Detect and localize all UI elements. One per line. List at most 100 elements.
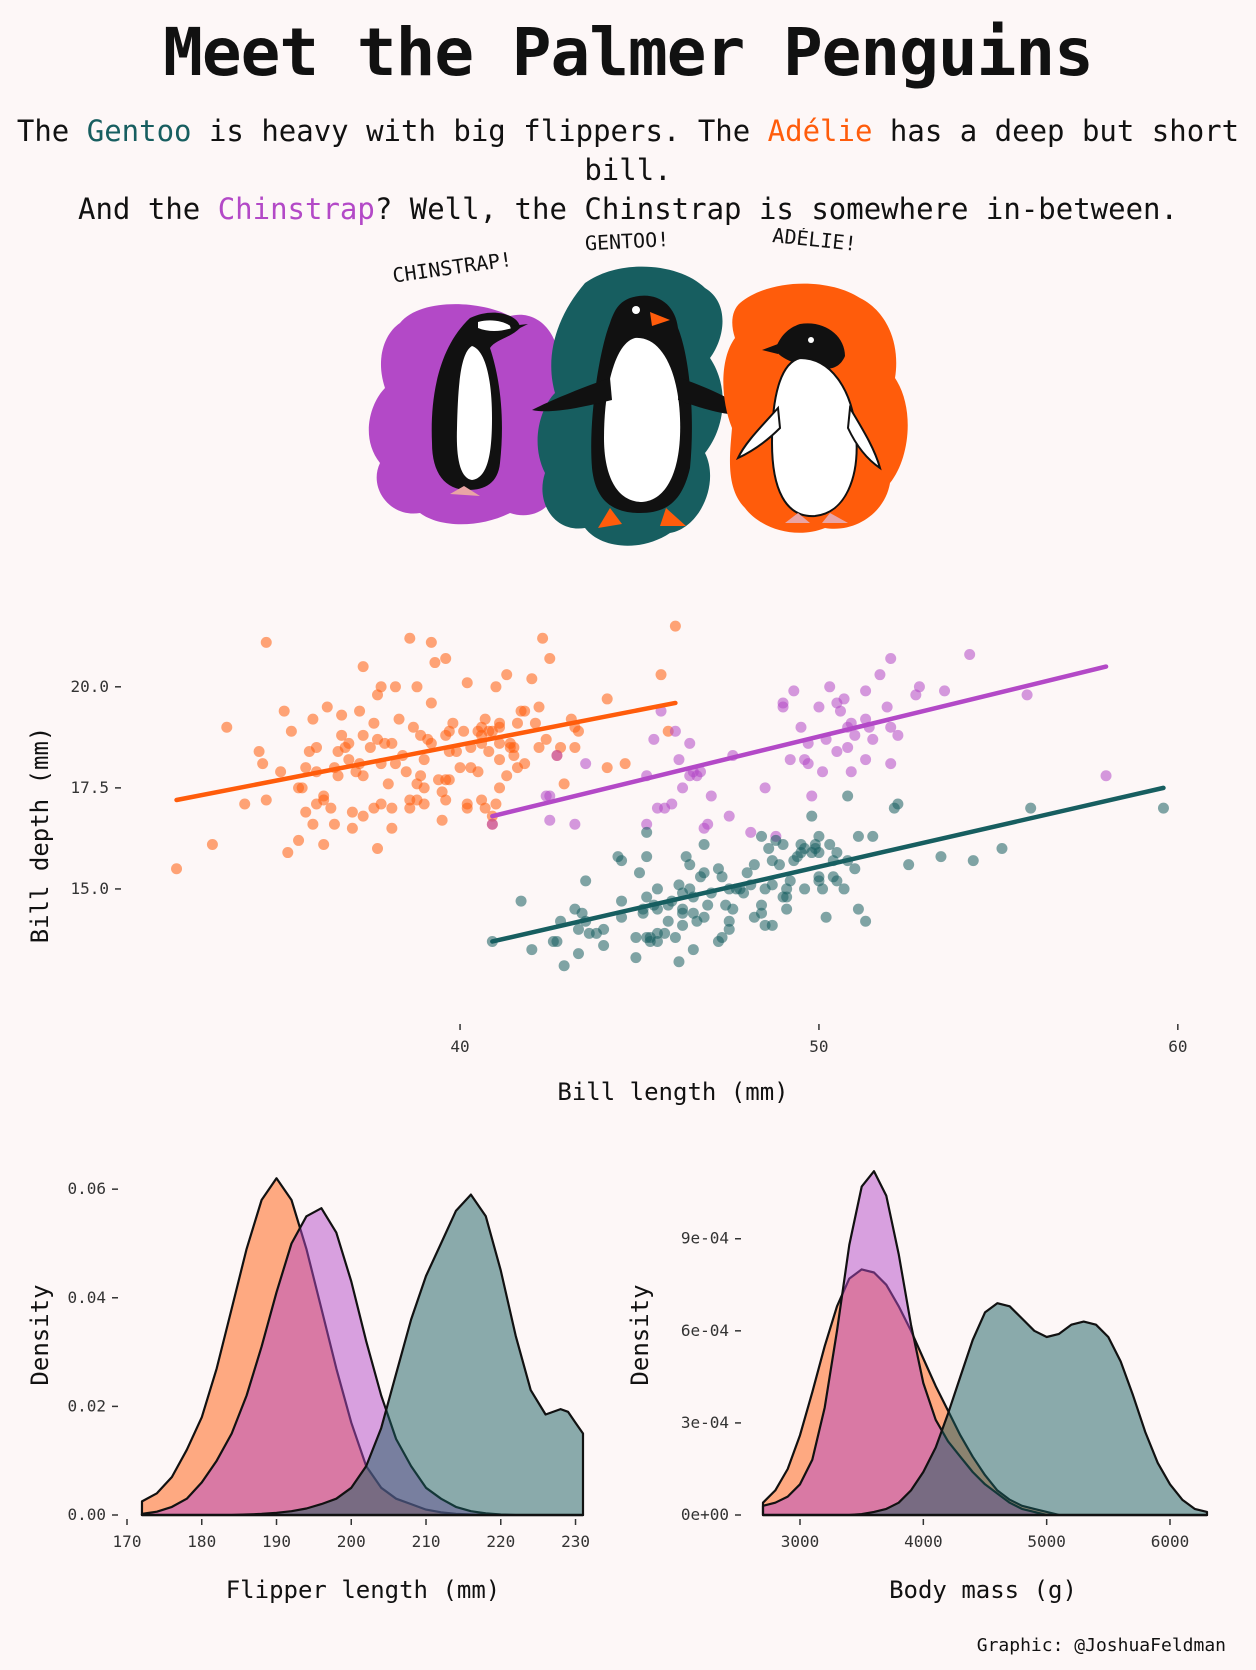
adelie-point: [206, 838, 218, 850]
subtitle-text: ? Well, the Chinstrap is somewhere in-be…: [374, 192, 1178, 226]
adelie-point: [519, 705, 531, 717]
adelie-point: [257, 758, 269, 770]
adelie-point: [418, 798, 430, 810]
y-axis-label: Bill depth (mm): [26, 727, 54, 944]
gentoo-point: [716, 931, 728, 943]
subtitle-text: The: [16, 114, 87, 148]
subtitle-text: is heavy with big flippers. The: [191, 114, 768, 148]
chinstrap-point: [860, 685, 872, 697]
gentoo-point: [616, 895, 628, 907]
y-tick-label: 0.02: [67, 1396, 106, 1415]
chinstrap-point: [831, 745, 843, 757]
adelie-penguin: [735, 323, 882, 523]
chinstrap-point: [788, 685, 800, 697]
gentoo-point: [824, 838, 836, 850]
adelie-point: [540, 733, 552, 745]
adelie-point: [411, 681, 423, 693]
y-tick-label: 3e-04: [681, 1413, 729, 1432]
adelie-point: [537, 632, 549, 644]
gentoo-point: [1157, 802, 1169, 814]
adelie-point: [386, 802, 398, 814]
adelie-point: [418, 782, 430, 794]
gentoo-point: [580, 875, 592, 887]
chinstrap-point: [759, 782, 771, 794]
penguin-illustration: CHINSTRAP! GENTOO! ADÉLIE!: [368, 228, 908, 546]
adelie-point: [447, 717, 459, 729]
adelie-point: [440, 794, 452, 806]
adelie-point: [450, 745, 462, 757]
gentoo-point: [813, 830, 825, 842]
y-tick-label: 6e-04: [681, 1321, 729, 1340]
adelie-point: [407, 721, 419, 733]
adelie-point: [389, 758, 401, 770]
chinstrap-point: [486, 818, 498, 830]
adelie-point: [511, 717, 523, 729]
chinstrap-point: [881, 701, 893, 713]
adelie-point: [483, 745, 495, 757]
gentoo-point: [659, 927, 671, 939]
gentoo-point: [784, 875, 796, 887]
adelie-point: [508, 741, 520, 753]
adelie-point: [346, 806, 358, 818]
adelie-point: [669, 620, 681, 632]
gentoo-point: [809, 843, 821, 855]
adelie-point: [461, 798, 473, 810]
adelie-point: [494, 737, 506, 749]
gentoo-point: [860, 915, 872, 927]
gentoo-point: [651, 935, 663, 947]
gentoo-point: [723, 915, 735, 927]
chinstrap-point: [838, 693, 850, 705]
chinstrap-point: [544, 814, 556, 826]
adelie-point: [425, 697, 437, 709]
y-tick-label: 0.00: [67, 1505, 106, 1524]
adelie-point: [372, 843, 384, 855]
adelie-point: [494, 717, 506, 729]
gentoo-point: [716, 871, 728, 883]
chinstrap-point: [677, 782, 689, 794]
x-tick-label: 50: [809, 1037, 828, 1056]
adelie-point: [569, 741, 581, 753]
adelie-point: [300, 806, 312, 818]
adelie-point: [285, 725, 297, 737]
gentoo-point: [673, 956, 685, 968]
chinstrap-word: Chinstrap: [217, 192, 375, 226]
adelie-point: [350, 766, 362, 778]
adelie-point: [425, 737, 437, 749]
gentoo-point: [572, 948, 584, 960]
chinstrap-point: [892, 729, 904, 741]
x-tick-label: 230: [561, 1532, 590, 1551]
adelie-point: [526, 673, 538, 685]
gentoo-point: [698, 838, 710, 850]
gentoo-trend-line: [490, 785, 1166, 944]
gentoo-point: [641, 851, 653, 863]
chinstrap-point: [666, 798, 678, 810]
x-tick-label: 220: [486, 1532, 515, 1551]
gentoo-point: [813, 871, 825, 883]
adelie-point: [239, 798, 251, 810]
adelie-point: [282, 847, 294, 859]
adelie-point: [425, 636, 437, 648]
chinstrap-trend-line: [490, 664, 1109, 819]
subtitle-text: And the: [78, 192, 218, 226]
gentoo-label: GENTOO!: [584, 228, 669, 255]
chinstrap-label: CHINSTRAP!: [391, 247, 514, 288]
chinstrap-point: [669, 725, 681, 737]
adelie-point: [171, 863, 183, 875]
gentoo-point: [773, 859, 785, 871]
gentoo-density-area: [140, 1193, 585, 1517]
x-tick-label: 6000: [1151, 1532, 1190, 1551]
adelie-point: [375, 681, 387, 693]
gentoo-point: [756, 899, 768, 911]
chinstrap-point: [745, 826, 757, 838]
chinstrap-point: [723, 810, 735, 822]
chinstrap-point: [817, 766, 829, 778]
gentoo-point: [551, 935, 563, 947]
body-mass-density-chart: 3000 4000 5000 6000 0e+00 3e-04 6e-04 9e-04 Bo…: [626, 1170, 1209, 1604]
adelie-point: [278, 705, 290, 717]
chinstrap-point: [695, 766, 707, 778]
gentoo-point: [723, 923, 735, 935]
x-tick-label: 40: [450, 1037, 469, 1056]
gentoo-point: [892, 798, 904, 810]
chinstrap-point: [849, 729, 861, 741]
y-tick-label: 20.0: [70, 677, 109, 696]
